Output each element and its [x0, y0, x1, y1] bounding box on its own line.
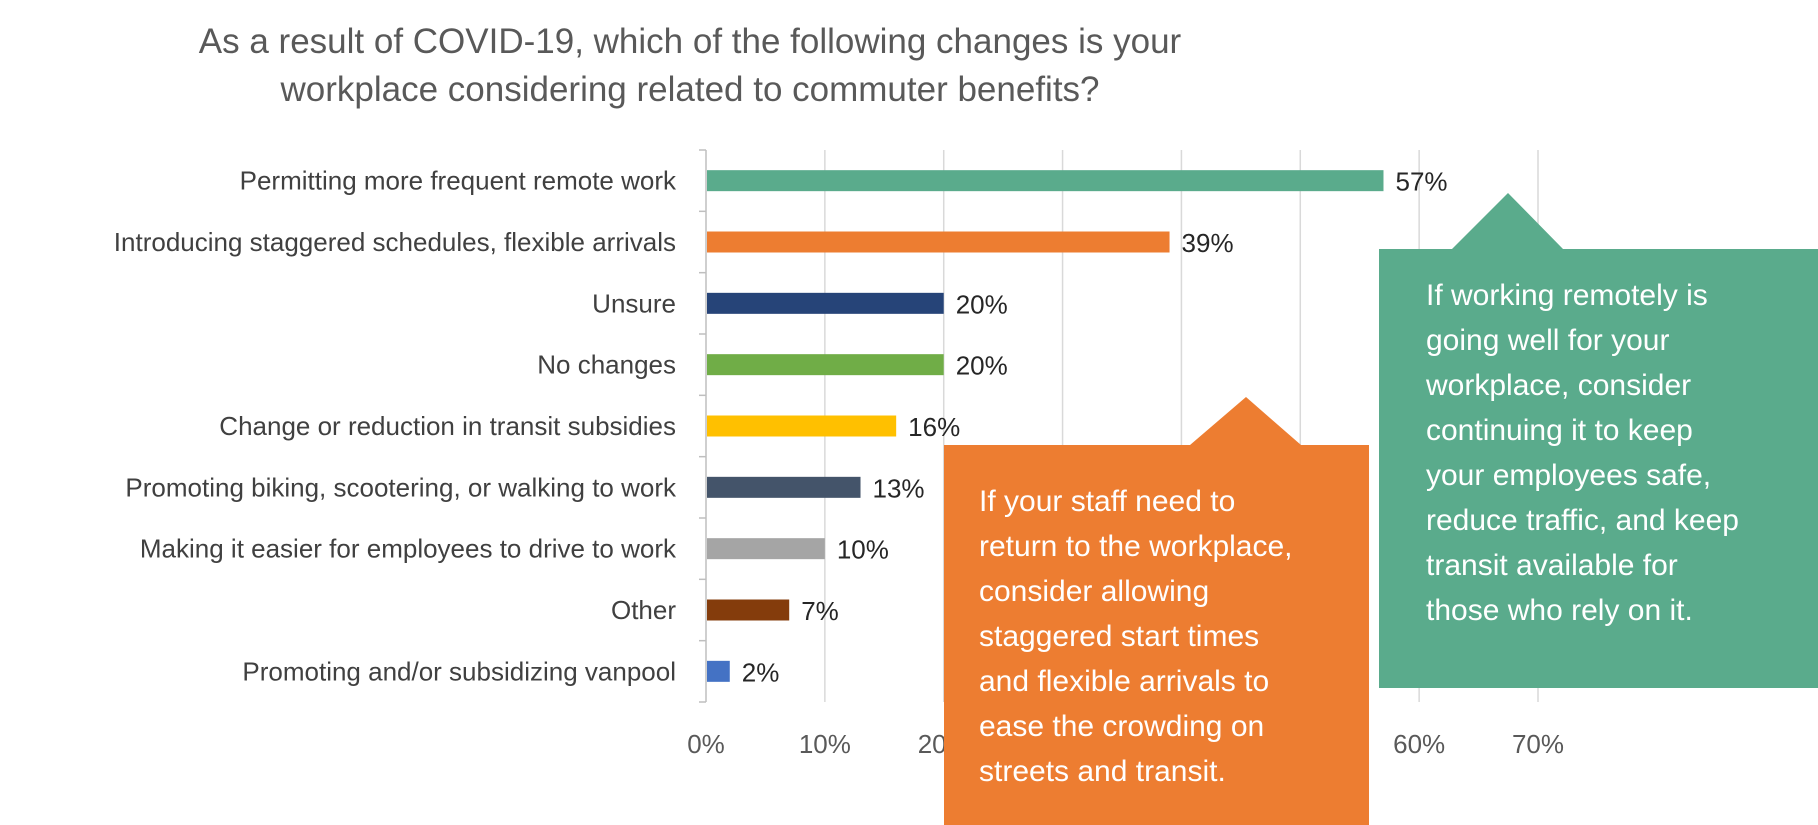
callout-green: If working remotely is going well for yo… [1379, 193, 1818, 688]
data-label: 16% [908, 412, 960, 442]
data-label: 20% [956, 351, 1008, 381]
bar [707, 476, 861, 498]
callout-orange: If your staff need to return to the work… [944, 397, 1369, 825]
data-label: 57% [1395, 167, 1447, 197]
data-label: 2% [742, 657, 780, 687]
bar [707, 538, 825, 560]
bar [707, 599, 790, 621]
category-label: Change or reduction in transit subsidies [219, 411, 676, 441]
category-label: Other [611, 595, 676, 625]
x-tick-label: 10% [799, 729, 851, 759]
category-label: No changes [537, 350, 676, 380]
category-label: Permitting more frequent remote work [240, 166, 677, 196]
bar [707, 660, 730, 682]
category-axis [699, 149, 707, 703]
bar [707, 292, 944, 314]
category-label: Unsure [592, 288, 676, 318]
x-tick-label: 60% [1393, 729, 1445, 759]
bar [707, 231, 1170, 253]
bar [707, 415, 897, 437]
bar [707, 170, 1384, 192]
callout-green-text: If working remotely is going well for yo… [1426, 279, 1739, 627]
data-label: 20% [956, 289, 1008, 319]
x-tick-label: 70% [1512, 729, 1564, 759]
x-tick-label: 0% [687, 729, 725, 759]
data-label: 39% [1182, 228, 1234, 258]
callout-green-shape [1379, 193, 1818, 688]
category-label: Promoting and/or subsidizing vanpool [242, 656, 676, 686]
data-label: 13% [873, 473, 925, 503]
chart-title-line-1: As a result of COVID-19, which of the fo… [198, 22, 1182, 61]
chart-title: As a result of COVID-19, which of the fo… [120, 18, 1260, 114]
data-label: 10% [837, 535, 889, 565]
chart-title-line-2: workplace considering related to commute… [280, 70, 1100, 109]
category-label: Introducing staggered schedules, flexibl… [114, 227, 676, 257]
data-label: 7% [801, 596, 839, 626]
bar [707, 354, 944, 376]
bars [707, 170, 1384, 682]
callout-orange-shape [944, 397, 1369, 825]
labels: 0%10%20%30%40%50%60%70%Permitting more f… [114, 166, 1564, 759]
category-label: Promoting biking, scootering, or walking… [125, 472, 677, 502]
category-label: Making it easier for employees to drive … [140, 534, 677, 564]
callout-orange-text: If your staff need to return to the work… [979, 485, 1293, 788]
